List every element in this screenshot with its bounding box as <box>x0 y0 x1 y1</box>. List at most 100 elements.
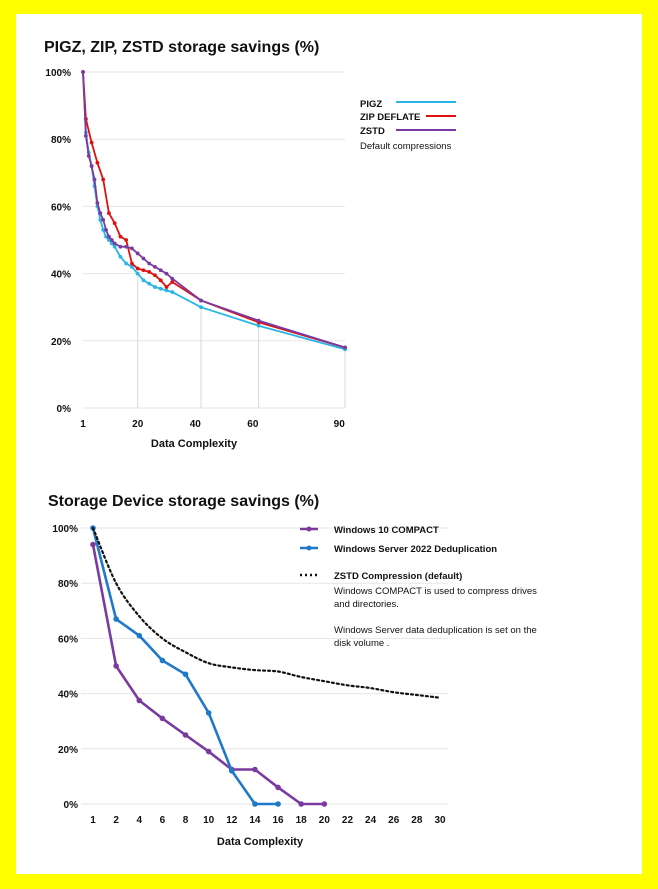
chart1-point-2-19 <box>158 268 163 273</box>
chart1-x-ticks: 1 20 40 60 90 <box>80 419 345 430</box>
legend2-marker-0 <box>306 526 312 532</box>
chart1-series-line-1 <box>82 71 346 349</box>
chart1-point-2-16 <box>141 256 146 261</box>
chart2-legend: Windows 10 COMPACT Windows Server 2022 D… <box>300 525 537 649</box>
chart2-x-tick-0: 1 <box>90 815 96 826</box>
chart1-point-1-11 <box>141 268 146 273</box>
chart1-x-tick-2: 40 <box>190 419 202 430</box>
chart2-point-1-2 <box>136 632 143 639</box>
charts-canvas: PIGZ, ZIP, ZSTD storage savings (%) 0% 20… <box>44 39 537 848</box>
chart2-x-tick-3: 6 <box>160 815 166 826</box>
chart1-point-2-20 <box>164 271 169 276</box>
chart1-y-tick-1: 20% <box>51 337 71 348</box>
chart2-point-0-10 <box>321 801 328 807</box>
legend2-note-0: Windows COMPACT is used to compress driv… <box>334 586 537 597</box>
chart1-point-2-10 <box>109 238 114 242</box>
chart1-point-1-15 <box>164 285 169 289</box>
chart1-point-0-23 <box>256 323 261 328</box>
chart2-title: Storage Device storage savings (%) <box>48 493 319 510</box>
chart-compression-savings: PIGZ, ZIP, ZSTD storage savings (%) 0% 20… <box>44 39 456 450</box>
chart1-x-tick-0: 1 <box>80 419 86 430</box>
chart2-y-tick-5: 100% <box>52 524 78 535</box>
chart1-point-0-20 <box>164 288 169 293</box>
chart1-point-1-5 <box>107 211 111 216</box>
chart1-title: PIGZ, ZIP, ZSTD storage savings (%) <box>44 39 319 56</box>
chart1-point-2-14 <box>130 246 134 251</box>
chart1-legend: PIGZ ZIP DEFLATE ZSTD Default compressio… <box>360 99 456 152</box>
chart1-series-line-0 <box>82 71 346 351</box>
legend2-note-2: Windows Server data deduplication is set… <box>334 625 537 636</box>
chart1-point-2-22 <box>199 298 203 303</box>
chart2-point-0-1 <box>113 663 119 669</box>
chart1-y-tick-2: 40% <box>51 270 71 281</box>
chart1-point-0-22 <box>199 305 203 310</box>
chart1-y-tick-5: 100% <box>45 68 71 79</box>
chart2-x-tick-15: 30 <box>434 815 446 826</box>
chart2-point-0-7 <box>252 766 258 773</box>
chart1-point-2-2 <box>86 154 91 158</box>
chart1-point-0-15 <box>135 271 140 276</box>
legend1-label-2: ZSTD <box>360 126 385 137</box>
chart1-point-0-8 <box>104 234 108 239</box>
chart2-point-0-4 <box>182 732 189 738</box>
chart2-x-tick-11: 22 <box>342 815 354 826</box>
legend1-label-0: PIGZ <box>360 99 382 110</box>
legend1-note: Default compressions <box>360 141 452 152</box>
chart2-y-ticks: 0% 20% 40% 60% 80% 100% <box>52 524 78 811</box>
chart2-x-tick-7: 14 <box>249 815 261 826</box>
chart2-y-tick-2: 40% <box>58 690 78 701</box>
chart2-x-tick-12: 24 <box>365 815 377 826</box>
chart1-y-ticks: 0% 20% 40% 60% 80% 100% <box>45 68 71 415</box>
chart1-point-2-7 <box>101 217 106 222</box>
chart1-x-tick-3: 60 <box>247 419 259 430</box>
chart2-y-tick-4: 80% <box>58 579 78 590</box>
chart1-point-1-13 <box>153 273 157 278</box>
chart1-point-0-19 <box>158 286 163 291</box>
chart2-point-1-6 <box>229 768 235 774</box>
chart2-point-1-1 <box>113 616 119 622</box>
chart2-x-tick-9: 18 <box>296 815 308 826</box>
chart2-x-ticks: 1 2 4 6 8 10 12 14 16 18 20 22 24 26 28 30 <box>90 815 446 826</box>
legend2-label-2: ZSTD Compression (default) <box>334 571 462 582</box>
chart1-y-tick-4: 80% <box>51 135 71 146</box>
chart2-point-0-5 <box>205 748 212 755</box>
chart2-point-1-4 <box>182 671 189 678</box>
legend2-note-3: disk volume . <box>334 638 389 649</box>
chart1-point-2-23 <box>256 318 261 323</box>
chart2-series-line-1 <box>91 527 279 806</box>
chart1-x-axis-label: Data Complexity <box>151 438 238 450</box>
chart2-y-tick-0: 0% <box>64 800 79 811</box>
legend1-label-1: ZIP DEFLATE <box>360 112 420 123</box>
chart1-point-2-17 <box>147 261 152 266</box>
chart1-point-0-7 <box>101 228 106 232</box>
chart1-point-1-9 <box>130 261 134 266</box>
chart1-point-2-6 <box>98 211 103 216</box>
chart1-point-1-2 <box>89 140 94 145</box>
chart1-point-1-3 <box>95 160 100 165</box>
chart1-point-0-11 <box>112 244 117 249</box>
chart1-point-2-13 <box>124 244 129 249</box>
chart1-series <box>81 70 347 408</box>
chart2-x-tick-1: 2 <box>113 815 119 826</box>
figure-panel: PIGZ, ZIP, ZSTD storage savings (%) 0% 20… <box>16 14 642 874</box>
chart2-x-tick-5: 10 <box>203 815 215 826</box>
chart1-point-2-24 <box>343 345 347 350</box>
chart2-x-tick-4: 8 <box>183 815 189 826</box>
chart1-point-2-9 <box>107 234 111 239</box>
chart1-point-2-4 <box>92 177 97 182</box>
chart1-gridlines <box>83 71 345 409</box>
legend2-label-0: Windows 10 COMPACT <box>334 525 439 536</box>
chart1-point-1-16 <box>170 280 175 284</box>
chart2-x-tick-2: 4 <box>136 815 142 826</box>
chart2-point-1-7 <box>252 801 258 807</box>
chart2-point-0-2 <box>136 697 143 704</box>
chart1-point-0-21 <box>170 290 175 294</box>
chart2-point-1-3 <box>159 657 166 664</box>
chart1-point-0-14 <box>130 264 134 269</box>
chart1-point-1-14 <box>158 278 163 283</box>
chart1-point-2-1 <box>83 133 88 138</box>
chart1-point-2-3 <box>89 164 94 168</box>
chart2-point-1-5 <box>205 710 212 716</box>
chart1-x-tick-4: 90 <box>334 419 346 430</box>
chart2-x-axis-label: Data Complexity <box>217 836 304 848</box>
